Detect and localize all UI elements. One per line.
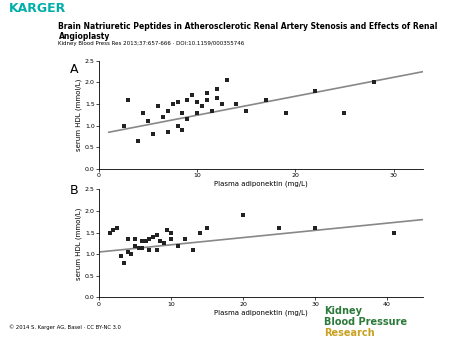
Point	[139, 239, 146, 244]
Point	[120, 123, 127, 128]
X-axis label: Plasma adiponektin (mg/L): Plasma adiponektin (mg/L)	[214, 309, 308, 316]
Point	[135, 245, 142, 250]
Point	[167, 236, 175, 242]
Point	[233, 101, 240, 107]
Point	[157, 239, 164, 244]
Point	[125, 97, 132, 102]
Point	[142, 239, 149, 244]
Point	[203, 91, 211, 96]
Point	[124, 236, 131, 242]
Point	[140, 110, 147, 116]
Y-axis label: serum HDL (mmol/L): serum HDL (mmol/L)	[76, 79, 82, 151]
Point	[154, 103, 162, 109]
Point	[282, 110, 289, 116]
Point	[144, 119, 152, 124]
Point	[370, 80, 378, 85]
Point	[243, 108, 250, 113]
Point	[174, 123, 181, 128]
Text: A: A	[70, 63, 78, 75]
Point	[184, 97, 191, 102]
Text: Kidney Blood Press Res 2013;37:657-666 · DOI:10.1159/000355746: Kidney Blood Press Res 2013;37:657-666 ·…	[58, 41, 245, 46]
Point	[213, 86, 220, 92]
Point	[160, 241, 167, 246]
Point	[189, 247, 196, 252]
Point	[311, 89, 319, 94]
Point	[203, 97, 211, 102]
Y-axis label: serum HDL (mmol/L): serum HDL (mmol/L)	[76, 207, 82, 280]
Point	[198, 103, 206, 109]
Point	[149, 132, 157, 137]
Point	[117, 254, 124, 259]
Point	[179, 127, 186, 133]
Point	[213, 95, 220, 100]
Point	[164, 228, 171, 233]
Point	[128, 251, 135, 257]
Point	[146, 236, 153, 242]
Point	[131, 243, 139, 248]
Point	[239, 213, 247, 218]
Point	[159, 114, 166, 120]
Point	[194, 99, 201, 105]
Text: Angioplasty: Angioplasty	[58, 32, 110, 41]
Point	[208, 108, 216, 113]
Text: Kidney: Kidney	[324, 306, 362, 316]
Point	[275, 225, 283, 231]
Point	[218, 101, 225, 107]
Point	[311, 225, 319, 231]
Point	[391, 230, 398, 235]
Point	[175, 243, 182, 248]
Text: Brain Natriuretic Peptides in Atherosclerotic Renal Artery Stenosis and Effects : Brain Natriuretic Peptides in Atheroscle…	[58, 22, 438, 31]
Point	[189, 93, 196, 98]
Point	[164, 129, 171, 135]
Point	[174, 99, 181, 105]
Point	[131, 236, 139, 242]
Point	[139, 245, 146, 250]
Text: © 2014 S. Karger AG, Basel · CC BY-NC 3.0: © 2014 S. Karger AG, Basel · CC BY-NC 3.…	[9, 324, 121, 330]
Point	[169, 101, 176, 107]
Point	[153, 232, 160, 237]
Point	[262, 97, 270, 102]
Point	[167, 230, 175, 235]
Point	[182, 236, 189, 242]
Point	[153, 247, 160, 252]
Point	[121, 260, 128, 266]
Point	[146, 247, 153, 252]
Text: Research: Research	[324, 328, 374, 338]
Point	[196, 230, 203, 235]
Point	[341, 110, 348, 116]
Point	[135, 138, 142, 144]
Text: B: B	[70, 184, 78, 197]
Point	[179, 110, 186, 116]
Point	[113, 225, 121, 231]
X-axis label: Plasma adiponektin (mg/L): Plasma adiponektin (mg/L)	[214, 181, 308, 188]
Point	[110, 228, 117, 233]
Text: KARGER: KARGER	[9, 2, 66, 15]
Point	[194, 110, 201, 116]
Point	[124, 249, 131, 255]
Point	[164, 108, 171, 113]
Text: Blood Pressure: Blood Pressure	[324, 317, 407, 327]
Point	[106, 230, 113, 235]
Point	[184, 117, 191, 122]
Point	[149, 234, 157, 240]
Point	[203, 225, 211, 231]
Point	[223, 78, 230, 83]
